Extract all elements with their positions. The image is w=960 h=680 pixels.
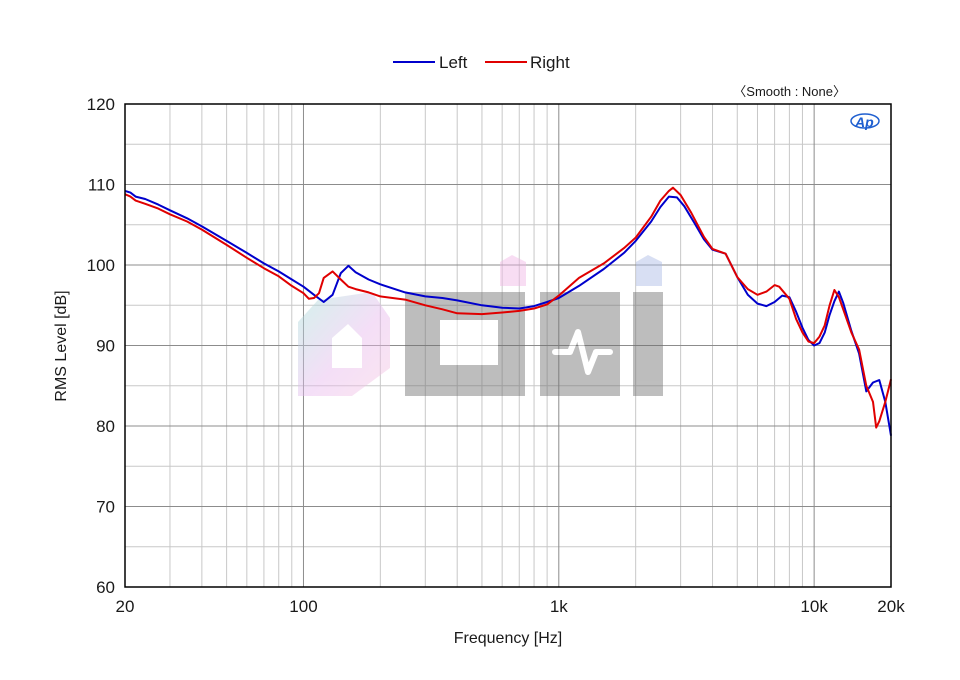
y-tick-label: 70 bbox=[96, 498, 115, 517]
x-tick-label: 10k bbox=[800, 597, 828, 616]
series-line-right bbox=[124, 186, 892, 429]
y-tick-label: 60 bbox=[96, 578, 115, 597]
x-tick-label: 20k bbox=[877, 597, 905, 616]
y-tick-label: 110 bbox=[88, 176, 115, 195]
plot-frame bbox=[124, 103, 892, 588]
ap-logo: Ap bbox=[850, 113, 880, 130]
x-tick-label: 1k bbox=[550, 597, 568, 616]
watermark-logo bbox=[298, 255, 663, 396]
data-series bbox=[124, 186, 892, 436]
y-tick-label: 90 bbox=[96, 337, 115, 356]
y-axis-label: RMS Level [dB] bbox=[53, 290, 70, 401]
y-tick-label: 100 bbox=[87, 256, 115, 275]
series-line-left bbox=[124, 189, 892, 436]
smoothing-annotation: 〈Smooth : None〉 bbox=[733, 84, 846, 99]
y-tick-label: 120 bbox=[87, 95, 115, 114]
legend-right-label: Right bbox=[530, 53, 570, 72]
x-axis-label: Frequency [Hz] bbox=[454, 630, 562, 647]
legend-left-label: Left bbox=[439, 53, 468, 72]
x-tick-label: 20 bbox=[116, 597, 135, 616]
svg-text:Ap: Ap bbox=[854, 114, 874, 130]
legend: Left Right bbox=[393, 53, 570, 72]
y-tick-labels: 60 70 80 90 100 110 120 bbox=[87, 95, 115, 597]
y-tick-label: 80 bbox=[96, 417, 115, 436]
x-tick-label: 100 bbox=[289, 597, 317, 616]
x-tick-labels: 20 100 1k 10k 20k bbox=[116, 597, 906, 616]
